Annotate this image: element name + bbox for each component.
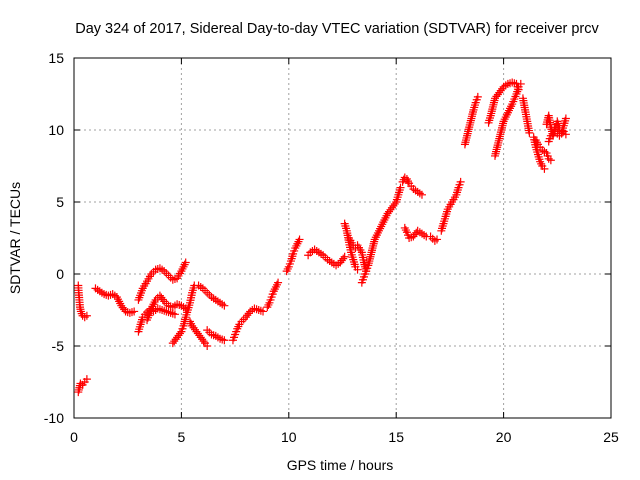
y-tick-label: 5	[56, 194, 64, 210]
data-point-marker	[175, 300, 184, 309]
y-tick-labels: -10 -5 0 5 10 15	[44, 50, 64, 426]
data-point-marker	[175, 329, 184, 338]
data-point-marker	[155, 305, 164, 314]
x-tick-label: 20	[496, 429, 512, 445]
data-point-marker	[428, 234, 437, 243]
data-point-marker	[293, 239, 302, 248]
data-point-marker	[498, 84, 507, 93]
data-point-marker	[239, 315, 248, 324]
data-point-marker	[201, 286, 210, 295]
data-point-marker	[525, 128, 534, 137]
data-point-marker	[158, 265, 167, 274]
data-point-marker	[271, 282, 280, 291]
data-point-marker	[256, 306, 265, 315]
data-point-marker	[203, 326, 212, 335]
data-point-marker	[127, 308, 136, 317]
y-tick-label: 0	[56, 266, 64, 282]
data-point-marker	[170, 310, 179, 319]
data-point-marker	[390, 199, 399, 208]
data-point-marker	[82, 375, 91, 384]
axis-ticks	[73, 57, 612, 419]
data-point-marker	[274, 278, 283, 287]
data-point-marker	[263, 303, 272, 312]
x-axis-label: GPS time / hours	[287, 457, 394, 473]
x-tick-label: 15	[388, 429, 404, 445]
grid	[74, 58, 611, 418]
y-tick-label: -5	[52, 338, 65, 354]
x-tick-labels: 0 5 10 15 20 25	[70, 429, 619, 445]
data-point-marker	[473, 92, 482, 101]
data-point-marker	[130, 307, 139, 316]
x-tick-label: 10	[281, 429, 297, 445]
data-point-marker	[158, 306, 167, 314]
plot-border	[73, 57, 612, 419]
data-point-marker	[82, 311, 91, 320]
data-point-marker	[430, 236, 439, 245]
y-tick-label: 10	[48, 122, 64, 138]
data-point-marker	[295, 235, 304, 244]
data-point-marker	[203, 288, 212, 297]
data-point-marker	[196, 282, 205, 291]
data-point-marker	[400, 223, 409, 232]
data-point-marker	[353, 265, 362, 274]
chart-title: Day 324 of 2017, Sidereal Day-to-day VTE…	[75, 21, 599, 37]
data-point-marker	[396, 183, 405, 192]
data-point-marker	[185, 317, 194, 326]
data-point-marker	[561, 130, 570, 139]
data-point-marker	[220, 301, 229, 310]
y-axis-label: SDTVAR / TECUs	[7, 182, 23, 294]
data-point-marker	[516, 79, 525, 88]
data-point-marker	[417, 190, 426, 199]
y-tick-label: -10	[44, 410, 64, 426]
data-point-marker	[106, 290, 115, 299]
data-point-marker	[166, 273, 175, 282]
x-tick-label: 5	[178, 429, 186, 445]
data-point-marker	[162, 307, 171, 316]
data-point-marker	[254, 306, 263, 314]
data-point-marker	[220, 336, 229, 345]
data-point-marker	[340, 252, 349, 261]
data-point-marker	[218, 335, 227, 344]
data-point-marker	[561, 114, 570, 123]
data-point-marker	[401, 226, 410, 235]
data-point-marker	[179, 262, 188, 271]
data-point-marker	[433, 235, 442, 244]
data-point-marker	[456, 177, 465, 186]
data-point-marker	[205, 290, 214, 299]
data-point-marker	[162, 269, 171, 278]
x-tick-label: 25	[603, 429, 619, 445]
data-point-marker	[158, 295, 167, 304]
data-point-marker	[264, 300, 273, 309]
data-point-marker	[199, 337, 208, 346]
data-point-marker	[321, 253, 330, 262]
data-point-marker	[115, 297, 124, 306]
data-point-marker	[181, 258, 190, 267]
y-tick-label: 15	[48, 50, 64, 66]
data-point-marker	[259, 307, 268, 316]
data-point-marker	[546, 156, 555, 165]
data-point-marker	[168, 275, 177, 284]
data-point-marker	[164, 271, 173, 280]
data-point-marker	[76, 379, 85, 388]
data-point-marker	[244, 309, 253, 318]
data-point-marker	[283, 264, 292, 273]
x-tick-label: 0	[70, 429, 78, 445]
data-point-marker	[540, 164, 549, 173]
data-point-marker	[252, 305, 261, 314]
data-points	[74, 78, 570, 397]
data-point-marker	[339, 254, 348, 263]
data-point-marker	[160, 306, 169, 315]
plot-frame	[73, 57, 612, 419]
data-point-marker	[76, 307, 85, 316]
data-point-marker	[203, 342, 212, 350]
